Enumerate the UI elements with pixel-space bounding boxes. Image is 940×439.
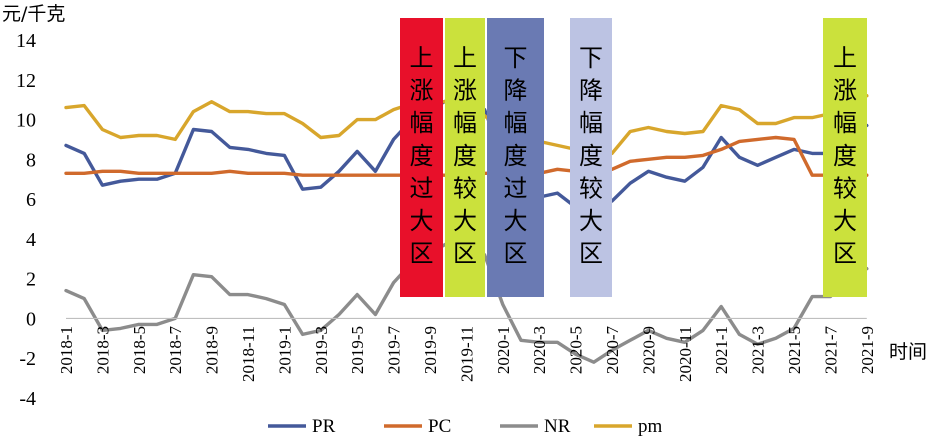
annotation-char: 度 xyxy=(504,142,528,170)
annotation-char: 度 xyxy=(453,142,477,170)
y-tick-label: 12 xyxy=(16,70,36,92)
annotation-box-background xyxy=(487,18,544,297)
legend-label: PR xyxy=(312,416,336,437)
x-tick-label: 2019-9 xyxy=(421,326,440,374)
annotation-char: 幅 xyxy=(833,109,857,137)
x-tick-label: 2018-9 xyxy=(203,326,222,374)
y-tick-label: 6 xyxy=(26,189,36,211)
x-tick-label: 2021-1 xyxy=(712,326,731,374)
annotation-char: 幅 xyxy=(410,109,434,137)
legend-label: PC xyxy=(428,416,451,437)
annotation-char: 涨 xyxy=(833,77,857,105)
annotation-char: 下 xyxy=(504,44,528,72)
annotation-char: 较 xyxy=(579,174,603,202)
annotation-char: 大 xyxy=(410,207,434,235)
x-tick-label: 2018-5 xyxy=(130,326,149,374)
annotation-char: 上 xyxy=(833,44,857,72)
x-tick-label: 2021-9 xyxy=(858,326,877,374)
annotation-char: 度 xyxy=(410,142,434,170)
annotation-char: 幅 xyxy=(504,109,528,137)
y-tick-label: -4 xyxy=(19,388,36,410)
annotation-char: 区 xyxy=(410,240,434,268)
legend-item: PC xyxy=(384,416,451,437)
x-tick-label: 2019-5 xyxy=(348,326,367,374)
annotation-char: 较 xyxy=(833,174,857,202)
annotation-char: 涨 xyxy=(410,77,434,105)
x-tick-label: 2018-3 xyxy=(93,326,112,374)
legend-item: pm xyxy=(594,416,663,437)
x-tick-label: 2019-7 xyxy=(385,326,404,375)
annotation-char: 区 xyxy=(453,240,477,268)
annotation-char: 大 xyxy=(579,207,603,235)
annotation-box-background xyxy=(823,18,867,297)
annotation-char: 区 xyxy=(833,240,857,268)
annotation-char: 降 xyxy=(504,77,528,105)
annotation-char: 过 xyxy=(410,174,434,202)
annotation-char: 上 xyxy=(410,44,434,72)
x-tick-label: 2020-11 xyxy=(676,326,695,382)
y-tick-label: 2 xyxy=(26,269,36,291)
annotation-box-background xyxy=(400,18,443,297)
annotation-char: 涨 xyxy=(453,77,477,105)
x-tick-label: 2021-7 xyxy=(821,326,840,375)
annotation-box-background xyxy=(445,18,485,297)
y-tick-label: 0 xyxy=(26,308,36,330)
annotation-char: 较 xyxy=(453,174,477,202)
legend-label: pm xyxy=(638,416,663,437)
y-tick-label: 4 xyxy=(26,229,36,251)
y-tick-labels: -4 -2 0 2 4 6 8 10 12 14 xyxy=(16,30,36,410)
x-tick-label: 2020-5 xyxy=(567,326,586,374)
annotation-char: 区 xyxy=(504,240,528,268)
legend-item: NR xyxy=(500,416,571,437)
x-tick-label: 2020-7 xyxy=(603,326,622,375)
annotation-char: 大 xyxy=(453,207,477,235)
x-tick-label: 2019-11 xyxy=(457,326,476,382)
annotation-char: 幅 xyxy=(453,109,477,137)
x-tick-label: 2021-5 xyxy=(785,326,804,374)
legend: PR PC NR pm xyxy=(268,416,663,437)
y-tick-label: -2 xyxy=(19,348,36,370)
annotation-char: 下 xyxy=(579,44,603,72)
x-tick-label: 2019-3 xyxy=(312,326,331,374)
x-tick-label: 2020-1 xyxy=(494,326,513,374)
x-tick-label: 2018-1 xyxy=(57,326,76,374)
legend-item: PR xyxy=(268,416,336,437)
annotation-char: 大 xyxy=(833,207,857,235)
annotation-char: 度 xyxy=(833,142,857,170)
y-tick-label: 10 xyxy=(16,110,36,132)
annotation-char: 幅 xyxy=(579,109,603,137)
annotation-char: 区 xyxy=(579,240,603,268)
x-tick-label: 2018-11 xyxy=(239,326,258,382)
x-tick-label: 2019-1 xyxy=(275,326,294,374)
annotation-char: 上 xyxy=(453,44,477,72)
y-axis-unit: 元/千克 xyxy=(2,3,65,25)
x-tick-label: 2021-3 xyxy=(749,326,768,374)
x-tick-labels: 2018-1 2018-3 2018-5 2018-7 2018-9 2018-11 201… xyxy=(57,326,877,383)
legend-label: NR xyxy=(544,416,571,437)
annotation-char: 过 xyxy=(504,174,528,202)
x-tick-label: 2018-7 xyxy=(166,326,185,375)
x-tick-label: 2020-3 xyxy=(530,326,549,374)
y-tick-label: 8 xyxy=(26,149,36,171)
annotation-char: 降 xyxy=(579,77,603,105)
y-tick-label: 14 xyxy=(16,30,36,52)
annotation-box-background xyxy=(570,18,612,297)
x-axis-unit: 时间 xyxy=(889,341,927,363)
annotation-char: 度 xyxy=(579,142,603,170)
annotation-char: 大 xyxy=(504,207,528,235)
x-tick-label: 2020-9 xyxy=(639,326,658,374)
